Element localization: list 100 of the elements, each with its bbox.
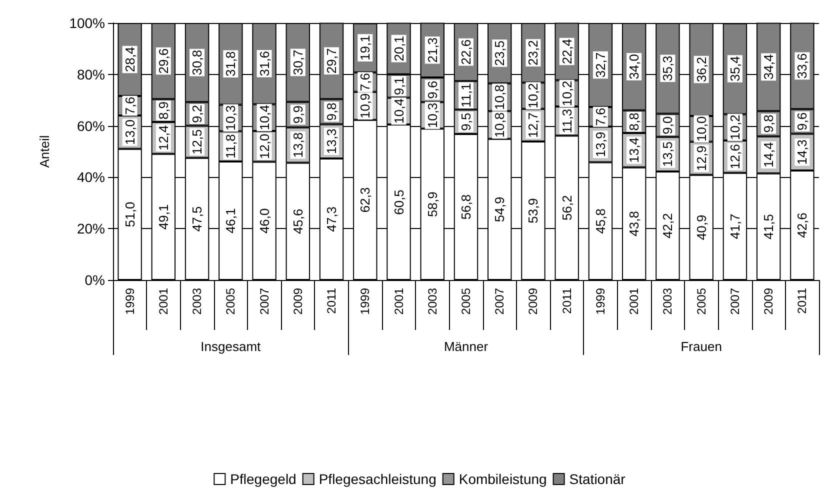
data-label: 21,3: [424, 37, 440, 63]
x-tick-label: 2009: [526, 288, 540, 315]
x-tick-label: 2009: [290, 288, 305, 315]
data-label: 10,0: [694, 116, 709, 142]
y-tick-label: 80%: [76, 66, 105, 82]
data-label: 10,2: [559, 80, 574, 106]
data-label: 9,6: [424, 80, 440, 99]
data-label: 45,6: [290, 208, 306, 234]
x-tick-label: 2001: [627, 288, 642, 315]
x-tick-label: 2003: [190, 288, 204, 315]
x-tick-label: 2005: [224, 288, 238, 315]
data-label: 40,9: [694, 214, 709, 240]
data-label: 46,1: [223, 208, 238, 234]
data-label: 30,8: [190, 50, 205, 76]
data-label: 10,4: [256, 104, 272, 130]
data-label: 14,3: [794, 139, 810, 165]
data-label: 7,6: [122, 96, 138, 115]
data-label: 56,2: [559, 195, 574, 220]
data-label: 13,8: [290, 132, 306, 158]
data-label: 12,4: [156, 125, 171, 151]
data-label: 10,8: [492, 84, 508, 110]
data-label: 9,2: [190, 104, 205, 124]
data-label: 11,8: [223, 134, 238, 159]
data-label: 11,1: [458, 83, 474, 108]
data-label: 23,5: [492, 40, 508, 66]
x-tick-label: 2005: [459, 288, 473, 315]
x-tick-label: 2005: [694, 288, 708, 315]
data-label: 47,5: [190, 206, 205, 232]
data-label: 31,8: [223, 51, 238, 77]
x-tick-label: 2003: [425, 288, 440, 315]
data-label: 33,6: [794, 53, 810, 79]
data-label: 8,8: [626, 112, 642, 131]
data-label: 31,6: [256, 50, 272, 76]
y-tick-label: 60%: [76, 118, 105, 134]
data-label: 36,2: [694, 56, 709, 82]
data-label: 22,6: [458, 39, 474, 65]
data-label: 35,4: [727, 56, 742, 82]
x-tick-label: 2011: [324, 288, 339, 314]
text: Insgesamt: [200, 339, 262, 354]
data-label: 13,0: [122, 120, 138, 145]
data-label: 11,3: [559, 108, 574, 134]
data-label: 34,4: [761, 54, 776, 80]
data-label: 47,3: [324, 206, 340, 232]
data-label: 41,5: [761, 214, 776, 240]
data-label: 10,3: [223, 105, 238, 131]
data-label: 7,6: [358, 73, 373, 92]
data-label: 14,4: [761, 142, 776, 168]
legend-label: Pflegesachleistung: [318, 471, 436, 487]
data-label: 10,2: [727, 114, 742, 140]
x-tick-label: 2003: [660, 288, 675, 315]
x-tick-label: 2007: [492, 288, 507, 315]
data-label: 9,1: [391, 77, 406, 96]
data-label: 12,0: [256, 134, 272, 160]
data-label: 53,9: [526, 198, 541, 224]
data-label: 62,3: [358, 187, 373, 213]
legend-label: Pflegegeld: [230, 471, 296, 487]
data-label: 10,4: [391, 98, 406, 124]
data-label: 13,9: [592, 132, 608, 158]
x-tick-label: 2007: [728, 288, 742, 315]
data-label: 56,8: [458, 194, 474, 220]
data-label: 43,8: [626, 211, 642, 236]
data-label: 9,5: [458, 112, 474, 131]
y-tick-label: 40%: [76, 169, 105, 186]
data-label: 12,9: [694, 146, 709, 171]
data-label: 51,0: [122, 202, 138, 228]
data-label: 54,9: [492, 196, 508, 222]
data-label: 13,3: [324, 128, 340, 154]
data-label: 46,0: [256, 208, 272, 234]
data-label: 29,6: [156, 48, 171, 74]
data-label: 42,2: [660, 213, 676, 238]
data-label: 32,7: [592, 52, 608, 78]
data-label: 49,1: [156, 204, 171, 230]
x-tick-label: 2007: [257, 288, 272, 315]
data-label: 29,7: [324, 48, 340, 74]
data-label: 42,6: [794, 212, 810, 238]
data-label: 9,0: [660, 116, 676, 134]
data-label: 34,0: [626, 54, 642, 80]
data-label: 12,7: [526, 112, 541, 138]
legend-label: Kombileistung: [458, 471, 547, 487]
data-label: 9,8: [761, 114, 776, 133]
data-label: 7,6: [592, 108, 608, 126]
data-label: 10,9: [358, 93, 373, 119]
data-label: 9,9: [290, 106, 306, 124]
data-label: 19,1: [358, 35, 373, 60]
x-tick-label: 2009: [762, 288, 776, 315]
y-tick-label: 0%: [84, 272, 105, 288]
data-label: 23,2: [526, 40, 541, 66]
data-label: 12,6: [727, 144, 742, 170]
data-label: 10,3: [424, 102, 440, 128]
x-tick-label: 1999: [122, 288, 137, 315]
data-label: 9,6: [794, 112, 810, 130]
y-axis-title: Anteil: [37, 135, 52, 168]
text: Frauen: [680, 339, 722, 354]
data-label: 41,7: [727, 214, 742, 240]
data-label: 45,8: [592, 208, 608, 234]
x-tick-label: 2001: [392, 288, 406, 315]
data-label: 28,4: [122, 46, 138, 72]
data-label: 30,7: [290, 50, 306, 76]
data-label: 22,4: [559, 38, 574, 64]
x-tick-label: 1999: [358, 288, 372, 315]
